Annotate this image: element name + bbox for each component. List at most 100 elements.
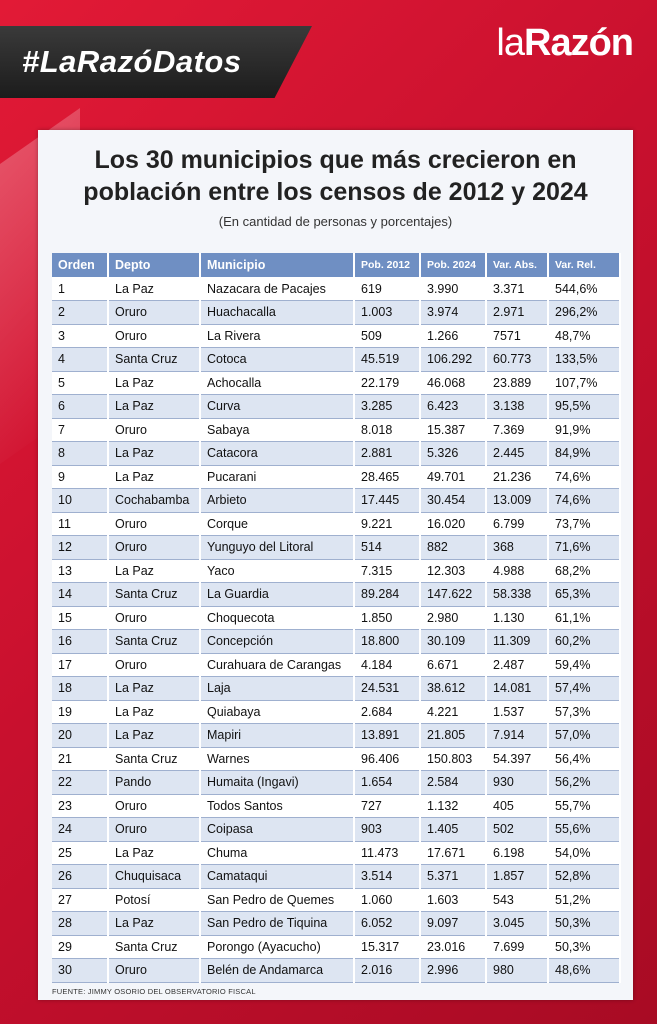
cell-depto: Oruro [108, 817, 201, 842]
cell-depto: Santa Cruz [108, 582, 201, 607]
la-razon-logo: laRazón [496, 22, 634, 65]
cell-orden: 24 [52, 817, 109, 842]
content-panel: Los 30 municipios que más crecieron en p… [38, 130, 633, 1000]
logo-razon: Razón [524, 22, 634, 64]
table-row: 24 Oruro Coipasa 903 1.405 502 55,6% [52, 817, 621, 842]
table-row: 15 Oruro Choquecota 1.850 2.980 1.130 61,1% [52, 606, 621, 630]
cell-pob-2012: 11.473 [354, 841, 421, 865]
cell-depto: Cochabamba [108, 488, 201, 513]
cell-var-abs: 6.799 [486, 512, 549, 536]
cell-var-rel: 57,0% [548, 723, 621, 748]
cell-pob-2012: 3.285 [354, 394, 421, 419]
cell-municipio: Sabaya [200, 418, 355, 442]
cell-orden: 10 [52, 488, 109, 513]
cell-orden: 2 [52, 300, 109, 325]
table-row: 7 Oruro Sabaya 8.018 15.387 7.369 91,9% [52, 418, 621, 442]
cell-orden: 20 [52, 723, 109, 748]
cell-depto: Santa Cruz [108, 747, 201, 771]
cell-depto: Oruro [108, 512, 201, 536]
table-row: 29 Santa Cruz Porongo (Ayacucho) 15.317 23.0… [52, 935, 621, 959]
cell-var-abs: 2.971 [486, 300, 549, 325]
cell-orden: 26 [52, 864, 109, 889]
cell-depto: Oruro [108, 300, 201, 325]
cell-municipio: Chuma [200, 841, 355, 865]
cell-var-abs: 502 [486, 817, 549, 842]
cell-var-rel: 71,6% [548, 535, 621, 560]
cell-municipio: Concepción [200, 629, 355, 654]
cell-municipio: Pucarani [200, 465, 355, 489]
table-row: 17 Oruro Curahuara de Carangas 4.184 6.671 2.… [52, 653, 621, 677]
table-row: 11 Oruro Corque 9.221 16.020 6.799 73,7% [52, 512, 621, 536]
table-row: 16 Santa Cruz Concepción 18.800 30.109 11.309… [52, 629, 621, 654]
cell-pob-2012: 15.317 [354, 935, 421, 959]
cell-var-rel: 56,4% [548, 747, 621, 771]
column-header-depto: Depto [108, 253, 201, 277]
cell-depto: La Paz [108, 676, 201, 701]
column-header-var-rel: Var. Rel. [548, 253, 621, 277]
cell-var-abs: 58.338 [486, 582, 549, 607]
cell-orden: 12 [52, 535, 109, 560]
cell-pob-2024: 150.803 [420, 747, 487, 771]
cell-municipio: Choquecota [200, 606, 355, 630]
cell-municipio: Yaco [200, 559, 355, 583]
cell-pob-2024: 30.109 [420, 629, 487, 654]
cell-municipio: Laja [200, 676, 355, 701]
table-row: 9 La Paz Pucarani 28.465 49.701 21.236 74,6% [52, 465, 621, 489]
cell-pob-2012: 18.800 [354, 629, 421, 654]
hashtag-banner: #LaRazóDatos [0, 26, 312, 98]
cell-pob-2012: 1.654 [354, 770, 421, 795]
cell-pob-2024: 23.016 [420, 935, 487, 959]
subtitle: (En cantidad de personas y porcentajes) [218, 214, 453, 229]
cell-municipio: Todos Santos [200, 794, 355, 818]
logo-la: la [496, 22, 525, 64]
cell-var-rel: 296,2% [548, 300, 621, 325]
cell-municipio: Warnes [200, 747, 355, 771]
cell-var-rel: 107,7% [548, 371, 621, 395]
table-row: 6 La Paz Curva 3.285 6.423 3.138 95,5% [52, 394, 621, 419]
table-row: 3 Oruro La Rivera 509 1.266 7571 48,7% [52, 324, 621, 348]
cell-depto: Oruro [108, 958, 201, 983]
cell-pob-2024: 17.671 [420, 841, 487, 865]
cell-var-abs: 2.445 [486, 441, 549, 466]
table-row: 5 La Paz Achocalla 22.179 46.068 23.889 107,7% [52, 371, 621, 395]
cell-var-rel: 73,7% [548, 512, 621, 536]
cell-var-abs: 60.773 [486, 347, 549, 372]
cell-depto: Oruro [108, 535, 201, 560]
cell-pob-2012: 619 [354, 277, 421, 301]
cell-orden: 6 [52, 394, 109, 419]
cell-var-abs: 23.889 [486, 371, 549, 395]
cell-pob-2024: 2.584 [420, 770, 487, 795]
cell-orden: 28 [52, 911, 109, 936]
cell-pob-2024: 6.671 [420, 653, 487, 677]
cell-orden: 25 [52, 841, 109, 865]
cell-var-rel: 50,3% [548, 935, 621, 959]
cell-var-abs: 54.397 [486, 747, 549, 771]
cell-var-rel: 48,6% [548, 958, 621, 983]
column-header-pob-2024: Pob. 2024 [420, 253, 487, 277]
table-row: 8 La Paz Catacora 2.881 5.326 2.445 84,9% [52, 441, 621, 466]
cell-var-abs: 543 [486, 888, 549, 912]
cell-pob-2024: 12.303 [420, 559, 487, 583]
cell-pob-2024: 21.805 [420, 723, 487, 748]
cell-pob-2012: 6.052 [354, 911, 421, 936]
cell-orden: 13 [52, 559, 109, 583]
cell-var-abs: 3.138 [486, 394, 549, 419]
cell-var-abs: 7.914 [486, 723, 549, 748]
cell-var-abs: 13.009 [486, 488, 549, 513]
cell-municipio: Yunguyo del Litoral [200, 535, 355, 560]
title-line-2: población entre los censos de 2012 y 202… [83, 178, 588, 206]
cell-var-rel: 65,3% [548, 582, 621, 607]
cell-pob-2012: 903 [354, 817, 421, 842]
cell-municipio: Achocalla [200, 371, 355, 395]
cell-pob-2012: 24.531 [354, 676, 421, 701]
cell-orden: 17 [52, 653, 109, 677]
cell-pob-2024: 1.405 [420, 817, 487, 842]
column-header-pob-2012: Pob. 2012 [354, 253, 421, 277]
table-row: 2 Oruro Huachacalla 1.003 3.974 2.971 296,2% [52, 300, 621, 325]
cell-orden: 1 [52, 277, 109, 301]
cell-var-abs: 11.309 [486, 629, 549, 654]
cell-municipio: La Guardia [200, 582, 355, 607]
cell-pob-2012: 509 [354, 324, 421, 348]
hashtag-text: #LaRazóDatos [22, 44, 242, 79]
cell-var-abs: 1.130 [486, 606, 549, 630]
